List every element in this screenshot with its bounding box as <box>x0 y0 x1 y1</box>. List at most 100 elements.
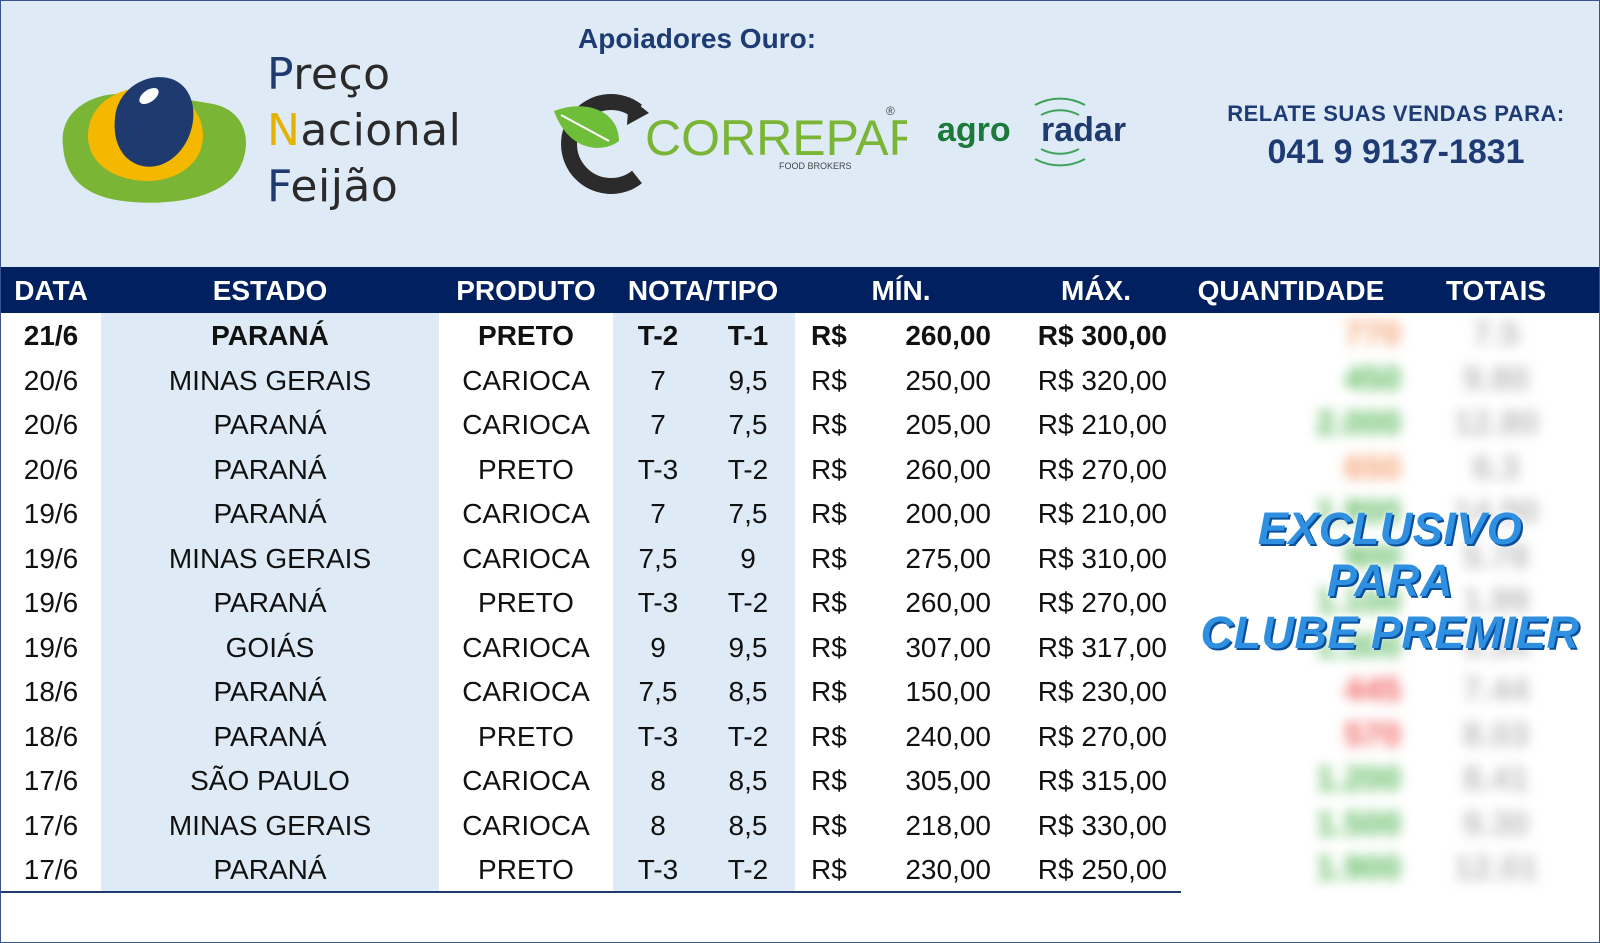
agroradar-logo: agro radar <box>937 97 1126 167</box>
blurred-quantity: 450 <box>1344 359 1401 398</box>
blurred-values: 770 450 2.000 650 1.800 900 1.100 1.300 445 570 1.… <box>1181 313 1599 891</box>
brand-wordmark: Preço Nacional Feijão <box>267 47 461 215</box>
cell-tipo: T-1 <box>727 320 769 351</box>
cell-max: R$ 330,00 <box>1037 809 1167 841</box>
cell-data: 20/6 <box>23 453 79 485</box>
blurred-quantity: 1.800 <box>1315 493 1401 531</box>
cell-cur: R$ <box>811 409 847 440</box>
cell-tipo: 8,5 <box>728 676 768 707</box>
cell-tipo: T-2 <box>727 587 769 618</box>
blurred-quantity: 900 <box>1344 537 1401 576</box>
cell-produto: CARIOCA <box>462 676 590 707</box>
cell-data: 19/6 <box>23 631 79 663</box>
cell-min: 260,00 <box>905 453 991 485</box>
cell-produto: CARIOCA <box>462 498 590 529</box>
cell-data: 20/6 <box>23 409 79 440</box>
blurred-quantity: 1.200 <box>1315 760 1401 798</box>
cell-max: R$ 315,00 <box>1037 765 1167 796</box>
cell-min: 150,00 <box>905 676 991 707</box>
blurred-quantity: 650 <box>1344 448 1401 487</box>
cell-tipo: 9,5 <box>728 364 768 396</box>
sponsor2-part1: agro <box>937 111 1011 149</box>
cell-max: R$ 270,00 <box>1037 453 1167 485</box>
cell-min: 200,00 <box>905 498 991 529</box>
cell-min: 275,00 <box>905 542 991 574</box>
table-row: 17/6 PARANÁ PRETO T-3 T-2 R$ 230,00 R$ 250,00 <box>1 847 1181 892</box>
blurred-premium-area: 770 450 2.000 650 1.800 900 1.100 1.300 445 570 1.… <box>1181 313 1599 891</box>
cell-max: R$ 320,00 <box>1037 364 1167 396</box>
cell-produto: PRETO <box>478 854 574 885</box>
table-header: DATA ESTADO PRODUTO NOTA/TIPO MÍN. MÁX. … <box>1 267 1599 313</box>
exclusive-overlay: EXCLUSIVO PARA CLUBE PREMIER <box>1181 503 1599 659</box>
blurred-quantity: 1.100 <box>1315 582 1401 620</box>
cell-max: R$ 270,00 <box>1037 720 1167 752</box>
col-produto: PRODUTO <box>456 275 596 306</box>
sponsor1-name: CORREPAR <box>645 110 907 166</box>
cell-produto: CARIOCA <box>462 409 590 440</box>
cell-min: 218,00 <box>905 809 991 841</box>
report-phone[interactable]: 041 9 9137-1831 <box>1267 133 1525 171</box>
cell-tipo: 7,5 <box>728 409 768 440</box>
cell-min: 307,00 <box>905 631 991 663</box>
blurred-quantity: 2.000 <box>1315 404 1401 442</box>
col-totais: TOTAIS <box>1445 275 1547 306</box>
blurred-quantity: 445 <box>1344 671 1401 709</box>
col-quantidade: QUANTIDADE <box>1197 275 1385 306</box>
cell-nota: 7 <box>650 498 666 529</box>
overlay-line-1: EXCLUSIVO <box>1257 503 1523 554</box>
cell-min: 205,00 <box>905 409 991 440</box>
cell-nota: T-3 <box>637 854 679 885</box>
cell-min: 260,00 <box>905 587 991 618</box>
blurred-total: 8.03 <box>1462 715 1530 754</box>
svg-text:®: ® <box>886 104 895 118</box>
cell-produto: PRETO <box>478 587 574 618</box>
cell-cur: R$ <box>811 364 847 396</box>
cell-cur: R$ <box>811 676 847 707</box>
report-sales-box: RELATE SUAS VENDAS PARA: 041 9 9137-1831 <box>1211 101 1581 172</box>
cell-produto: CARIOCA <box>462 364 590 396</box>
col-min: MÍN. <box>871 275 931 306</box>
cell-produto: PRETO <box>478 720 574 752</box>
col-nota-tipo: NOTA/TIPO <box>627 275 779 306</box>
cell-estado: PARANÁ <box>213 854 327 885</box>
cell-nota: 7,5 <box>638 676 678 707</box>
blurred-total: 9.30 <box>1462 804 1530 843</box>
cell-nota: 8 <box>650 765 666 796</box>
table-row: 19/6 PARANÁ CARIOCA 7 7,5 R$ 200,00 R$ 210,00 <box>1 491 1181 536</box>
blurred-total: 12.01 <box>1453 849 1539 887</box>
cell-data: 21/6 <box>23 320 79 351</box>
cell-data: 20/6 <box>23 364 79 396</box>
cell-estado: MINAS GERAIS <box>168 542 372 574</box>
cell-estado: GOIÁS <box>225 631 315 663</box>
table-row: 18/6 PARANÁ PRETO T-3 T-2 R$ 240,00 R$ 270,00 <box>1 714 1181 759</box>
cell-cur: R$ <box>811 854 847 885</box>
cell-max: R$ 310,00 <box>1037 542 1167 574</box>
cell-nota: 7 <box>650 364 666 396</box>
cell-estado: PARANÁ <box>211 320 329 351</box>
table-body: 21/6 PARANÁ PRETO T-2 T-1 R$ 260,00 R$ 300,00 20… <box>1 313 1599 891</box>
cell-produto: CARIOCA <box>462 542 590 574</box>
cell-cur: R$ <box>811 587 847 618</box>
cell-min: 250,00 <box>905 364 991 396</box>
sponsor2-part2: radar <box>1041 111 1126 149</box>
table-row: 19/6 MINAS GERAIS CARIOCA 7,5 9 R$ 275,00 R$ 31… <box>1 536 1181 581</box>
table-row: 18/6 PARANÁ CARIOCA 7,5 8,5 R$ 150,00 R$ 230,00 <box>1 669 1181 714</box>
blurred-total: 5.78 <box>1462 537 1530 576</box>
table-row: 17/6 SÃO PAULO CARIOCA 8 8,5 R$ 305,00 R$ 315,0… <box>1 758 1181 803</box>
cell-tipo: T-2 <box>727 453 769 485</box>
table-row: 17/6 MINAS GERAIS CARIOCA 8 8,5 R$ 218,00 R$ 33… <box>1 803 1181 848</box>
cell-cur: R$ <box>811 765 847 796</box>
cell-data: 17/6 <box>23 854 79 885</box>
cell-produto: PRETO <box>478 453 574 485</box>
blurred-quantity: 1.900 <box>1315 849 1401 887</box>
table-row: 19/6 PARANÁ PRETO T-3 T-2 R$ 260,00 R$ 270,00 <box>1 580 1181 625</box>
cell-estado: PARANÁ <box>213 720 327 752</box>
cell-nota: T-3 <box>637 720 679 752</box>
brand-line-1: Preço <box>267 49 391 100</box>
cell-data: 19/6 <box>23 498 79 529</box>
col-max: MÁX. <box>1061 275 1131 306</box>
cell-data: 17/6 <box>23 765 79 796</box>
table-row: 20/6 PARANÁ CARIOCA 7 7,5 R$ 205,00 R$ 210,00 <box>1 402 1181 447</box>
band-estado <box>101 313 439 891</box>
blurred-total: 5.34 <box>1462 626 1530 665</box>
